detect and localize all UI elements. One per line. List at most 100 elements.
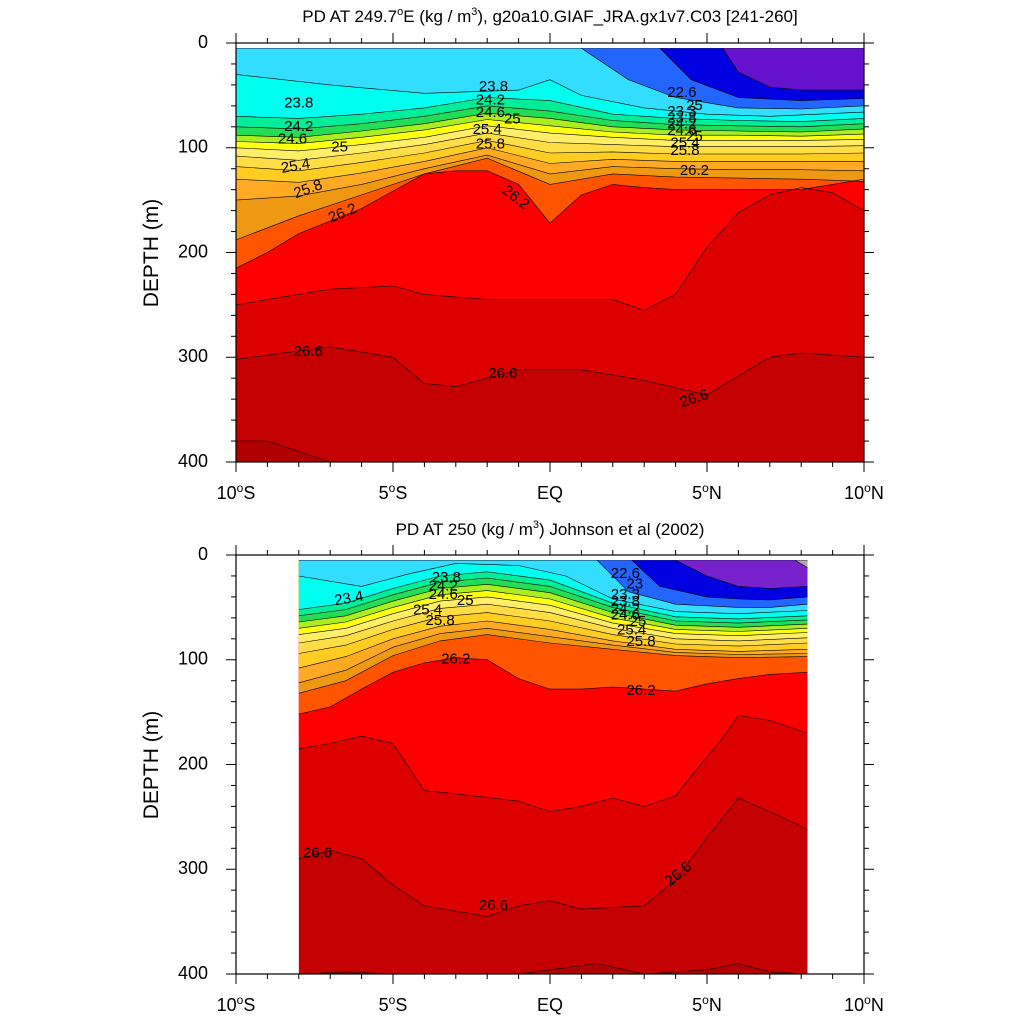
contour-label: 23.8 — [667, 109, 696, 126]
contour-label: 23.3 — [611, 586, 640, 603]
model-density-section-panel: PD AT 249.7oE (kg / m3), g20a10.GIAF_JRA… — [140, 6, 884, 503]
density-layer — [675, 560, 808, 589]
density-fill-layers — [236, 46, 864, 463]
contour-label: 24.6 — [429, 586, 458, 603]
density-layer — [236, 46, 864, 48]
contour-line — [298, 571, 808, 620]
contour-label: 24.6 — [476, 104, 505, 121]
panel-title: PD AT 250 (kg / m3) Johnson et al (2002) — [396, 519, 705, 539]
contour-label: 25.8 — [626, 633, 655, 650]
y-tick-label: 300 — [178, 858, 208, 878]
contour-label: 25 — [504, 110, 521, 127]
contour-label: 22.6 — [667, 84, 696, 101]
contour-line — [236, 105, 864, 130]
contour-label: 26.2 — [626, 682, 655, 699]
contour-line — [298, 612, 808, 654]
contour-label: 25.4 — [413, 601, 442, 618]
contour-line — [631, 560, 808, 601]
contour-label: 26.6 — [488, 365, 517, 382]
contour-label: 25 — [686, 97, 703, 114]
contour-line — [298, 620, 808, 669]
contour-line — [298, 596, 808, 637]
x-tick-label: 5oS — [379, 993, 408, 1015]
contour-label: 23.3 — [667, 103, 696, 120]
x-tick-label: EQ — [537, 995, 563, 1015]
contour-line — [236, 132, 864, 161]
contour-label: 23.8 — [611, 593, 640, 610]
contour-label: 23.8 — [284, 95, 313, 112]
contour-label: 25.4 — [473, 121, 502, 138]
contour-label: 26.2 — [680, 162, 709, 179]
contour-line — [298, 634, 808, 694]
contour-line — [236, 125, 864, 152]
x-tick-label: 5oS — [379, 481, 408, 503]
plot-area: 23.824.224.6 2525.425.826.226.623.824.224… — [178, 32, 884, 503]
contour-line — [236, 170, 864, 269]
contour-label: 25 — [686, 128, 703, 145]
contour-line — [298, 657, 808, 715]
contour-line — [236, 112, 864, 138]
contour-line — [236, 154, 864, 201]
contour-line — [298, 603, 808, 644]
contour-line — [236, 140, 864, 172]
contour-line — [236, 74, 864, 117]
density-layer — [299, 558, 808, 560]
contour-label: 25.8 — [476, 136, 505, 153]
x-tick-label: 5oN — [692, 481, 722, 503]
contour-line — [794, 560, 808, 568]
x-tick-label: 10oN — [844, 481, 884, 503]
contour-line — [298, 963, 808, 974]
y-tick-label: 400 — [178, 451, 208, 471]
contour-line — [236, 147, 864, 183]
x-tick-label: 10oS — [217, 993, 256, 1015]
contour-label: 25.4 — [280, 155, 312, 177]
contour-label: 23.8 — [432, 569, 461, 586]
y-tick-label: 0 — [198, 544, 208, 564]
y-tick-label: 100 — [178, 649, 208, 669]
x-tick-label: 5oN — [692, 993, 722, 1015]
contour-label: 25.8 — [425, 612, 454, 629]
y-axis-label: DEPTH (m) — [140, 711, 163, 820]
contour-label: 26.6 — [479, 897, 508, 914]
contour-line — [298, 590, 808, 632]
x-tick-label: EQ — [537, 483, 563, 503]
contour-label: 25.4 — [617, 621, 646, 638]
observed-density-section-panel: PD AT 250 (kg / m3) Johnson et al (2002)… — [140, 519, 884, 1015]
x-tick-label: 10oS — [217, 481, 256, 503]
panel-title: PD AT 249.7oE (kg / m3), g20a10.GIAF_JRA… — [302, 6, 797, 26]
contour-line — [236, 48, 864, 110]
contour-label: 26.2 — [441, 651, 470, 668]
contour-line — [298, 563, 808, 615]
contour-label: 23.8 — [479, 78, 508, 95]
contour-line — [675, 560, 808, 589]
contour-line — [298, 714, 808, 812]
contour-line — [298, 797, 808, 917]
contour-line — [298, 583, 808, 628]
y-tick-label: 100 — [178, 137, 208, 157]
contour-line — [722, 48, 864, 91]
contour-label: 26.6 — [294, 343, 323, 360]
contour-label: 24.6 — [278, 130, 307, 147]
contour-label: 26.6 — [303, 845, 332, 862]
density-fill-layers — [298, 558, 808, 974]
contour-line — [236, 97, 864, 122]
contour-label: 24.2 — [429, 577, 458, 594]
density-layer — [722, 48, 864, 91]
contour-label: 24.2 — [476, 92, 505, 109]
contour-line — [236, 346, 864, 396]
y-tick-label: 200 — [178, 241, 208, 261]
contour-line — [236, 157, 864, 241]
contour-label: 25 — [331, 139, 348, 156]
contour-line — [298, 627, 808, 684]
contour-label: 25 — [630, 613, 647, 630]
contour-label: 24.6 — [667, 122, 696, 139]
contour-line — [298, 560, 808, 608]
contour-line — [298, 577, 808, 624]
contour-label: 24.2 — [611, 600, 640, 617]
contour-label: 23.4 — [333, 588, 365, 610]
contour-label: 23 — [626, 575, 643, 592]
contour-label: 25 — [457, 592, 474, 609]
contour-label: 24.2 — [284, 118, 313, 135]
contour-line — [236, 119, 864, 144]
